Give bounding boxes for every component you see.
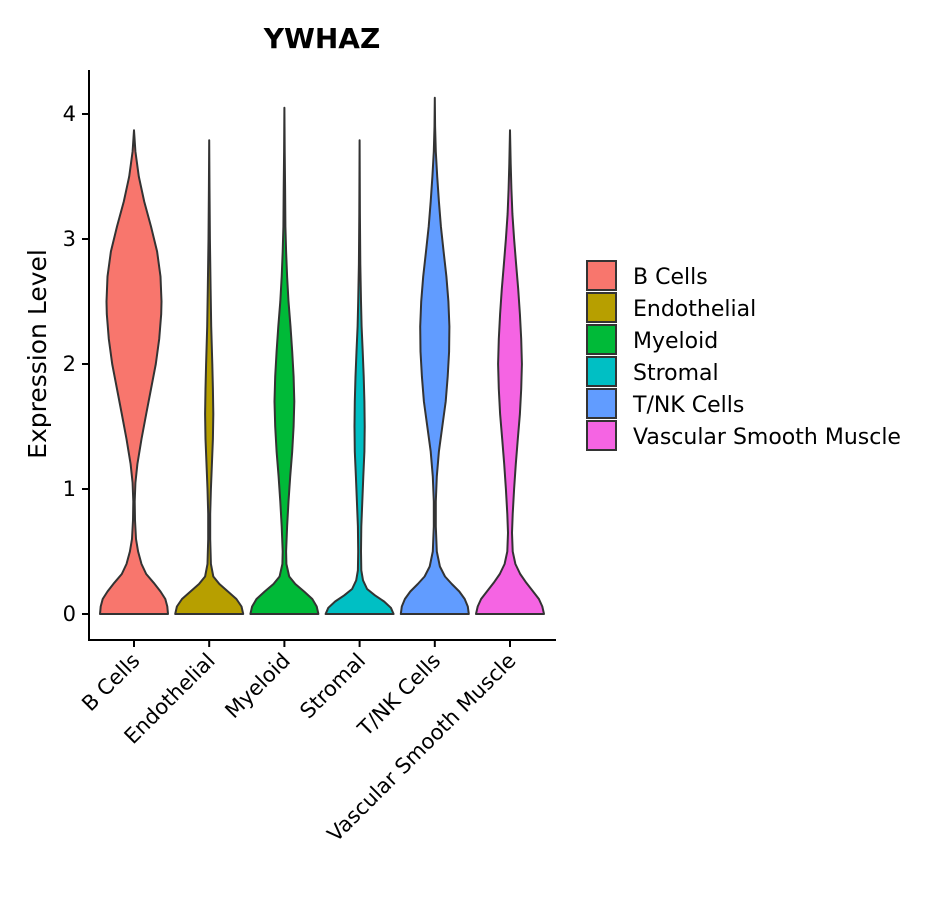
y-axis-label: Expression Level xyxy=(23,249,52,459)
y-tick-label: 0 xyxy=(63,602,76,626)
legend-label-b-cells: B Cells xyxy=(633,265,708,290)
violin-vascular-smooth-muscle xyxy=(475,129,545,615)
legend-swatch-b-cells xyxy=(586,260,617,291)
x-tick-label: Stromal xyxy=(295,649,370,724)
y-tick-label: 4 xyxy=(63,102,76,126)
x-tick-label: B Cells xyxy=(77,649,144,716)
legend-label-endothelial: Endothelial xyxy=(633,297,756,322)
violin-stromal xyxy=(324,139,395,615)
chart-title: YWHAZ xyxy=(263,22,381,55)
x-tick-label: Myeloid xyxy=(220,649,294,723)
y-tick-label: 2 xyxy=(63,352,76,376)
legend-label-stromal: Stromal xyxy=(633,361,719,386)
legend: B Cells Endothelial Myeloid Stromal T/NK Cel… xyxy=(586,260,901,451)
violin-t-nk-cells xyxy=(399,96,470,615)
legend-swatch-stromal xyxy=(586,356,617,387)
y-tick-label: 1 xyxy=(63,477,76,501)
legend-swatch-vascular-smooth-muscle xyxy=(586,420,617,451)
legend-swatch-myeloid xyxy=(586,324,617,355)
violins-group xyxy=(99,96,545,615)
y-axis: 0 1 2 3 4 xyxy=(63,70,90,640)
legend-label-myeloid: Myeloid xyxy=(633,329,718,354)
violin-b-cells xyxy=(99,129,169,615)
violin-myeloid xyxy=(249,106,320,615)
legend-swatch-endothelial xyxy=(586,292,617,323)
legend-swatch-t-nk-cells xyxy=(586,388,617,419)
violin-endothelial xyxy=(174,139,245,615)
legend-label-t-nk-cells: T/NK Cells xyxy=(632,393,744,418)
legend-label-vascular-smooth-muscle: Vascular Smooth Muscle xyxy=(633,425,901,450)
y-tick-label: 3 xyxy=(63,227,76,251)
